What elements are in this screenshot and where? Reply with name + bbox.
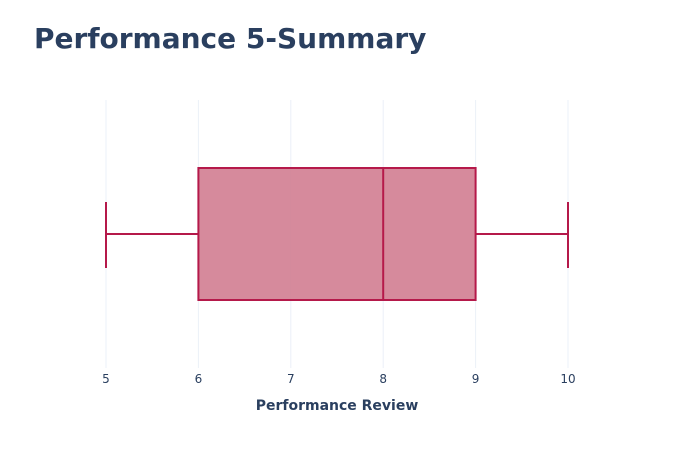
box-plot (105, 167, 569, 301)
x-tick-label: 9 (472, 372, 480, 386)
x-tick-label: 10 (560, 372, 575, 386)
x-tick-label: 5 (102, 372, 110, 386)
x-tick-label: 6 (195, 372, 203, 386)
x-axis-title: Performance Review (256, 398, 419, 414)
x-tick-label: 8 (379, 372, 387, 386)
x-tick-label: 7 (287, 372, 295, 386)
interquartile-box (197, 167, 477, 301)
x-axis-ticks: 5 6 7 8 9 10 (102, 372, 575, 386)
chart-title: Performance 5-Summary (34, 22, 427, 55)
